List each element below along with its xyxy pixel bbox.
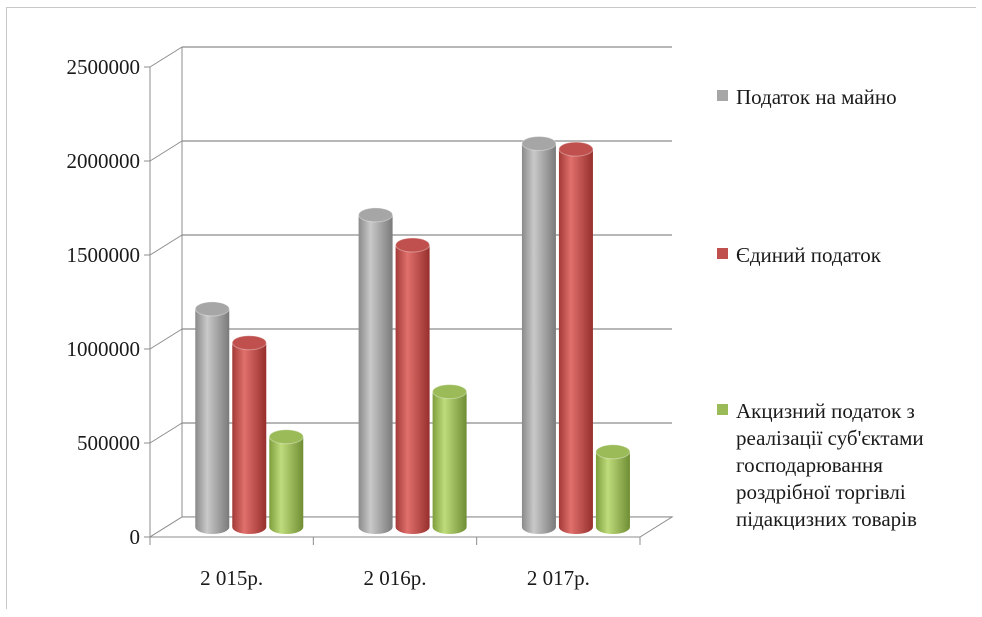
bar-base: [395, 520, 430, 534]
bar-base: [595, 520, 630, 534]
bar: [231, 335, 267, 534]
y-tick-label: 2000000: [67, 149, 141, 173]
category-label: 2 016р.: [364, 566, 427, 590]
bar-body: [595, 451, 630, 527]
bar: [395, 237, 431, 534]
bar-base: [432, 520, 467, 534]
chart-frame: [6, 7, 976, 609]
y-tick-label: 0: [130, 525, 141, 549]
bar-top: [231, 335, 267, 351]
bar: [432, 384, 468, 534]
legend-swatch: [717, 90, 728, 101]
legend-label: Єдиний податок: [736, 243, 882, 267]
legend-swatch: [717, 248, 728, 259]
legend: Податок на майно Єдиний податок Акцизний п…: [717, 85, 924, 531]
bar: [194, 301, 230, 534]
legend-label: роздрібної торгівлі: [736, 480, 906, 504]
bar-body: [358, 214, 393, 528]
gridline-diagonal: [149, 422, 183, 444]
bar-body: [195, 308, 230, 527]
legend-item: Єдиний податок: [717, 243, 882, 267]
bar: [268, 429, 304, 534]
gridline-diagonal: [149, 234, 183, 256]
bar-top: [194, 301, 230, 317]
bar-base: [358, 520, 393, 534]
category-label: 2 017р.: [527, 566, 590, 590]
y-tick-label: 1000000: [67, 337, 141, 361]
bar-base: [232, 520, 267, 534]
bar-body: [269, 436, 304, 527]
bar-body: [395, 245, 430, 527]
bar-body: [558, 149, 593, 527]
bar-base: [521, 520, 556, 534]
y-tick-label: 1500000: [67, 243, 141, 267]
bar-top: [395, 237, 431, 253]
gridline-diagonal: [149, 328, 183, 350]
y-tick-label: 2500000: [67, 55, 141, 79]
bar: [558, 141, 594, 534]
legend-label: господарювання: [736, 453, 883, 477]
y-tick-labels: 0 500000 1000000 1500000 2000000 2500000: [67, 55, 150, 549]
category-labels: 2 015р. 2 016р. 2 017р.: [200, 566, 590, 590]
gridline-diagonal: [149, 140, 183, 162]
bar-body: [521, 143, 556, 528]
category-label: 2 015р.: [200, 566, 263, 590]
legend-label: реалізації суб'єктами: [736, 426, 924, 450]
bar-body: [232, 342, 267, 527]
bars: [194, 135, 631, 534]
bar-top: [521, 135, 557, 151]
bar-base: [269, 520, 304, 534]
bar-top: [595, 444, 631, 460]
legend-label: Акцизний податок з: [736, 399, 915, 423]
legend-label: Податок на майно: [736, 85, 897, 109]
bar-body: [432, 391, 467, 527]
bar: [521, 135, 557, 534]
bar: [358, 207, 394, 534]
bar-top: [268, 429, 304, 445]
bar-base: [195, 520, 230, 534]
bar-top: [558, 141, 594, 157]
legend-swatch: [717, 404, 728, 415]
gridline-diagonal: [149, 46, 183, 68]
legend-item: Акцизний податок з реалізації суб'єктами г…: [717, 399, 924, 531]
legend-label: підакцизних товарів: [736, 507, 917, 531]
legend-item: Податок на майно: [717, 85, 897, 109]
y-tick-label: 500000: [77, 431, 140, 455]
bar-top: [358, 207, 394, 223]
bar-top: [432, 384, 468, 400]
bar-base: [558, 520, 593, 534]
bar: [595, 444, 631, 534]
